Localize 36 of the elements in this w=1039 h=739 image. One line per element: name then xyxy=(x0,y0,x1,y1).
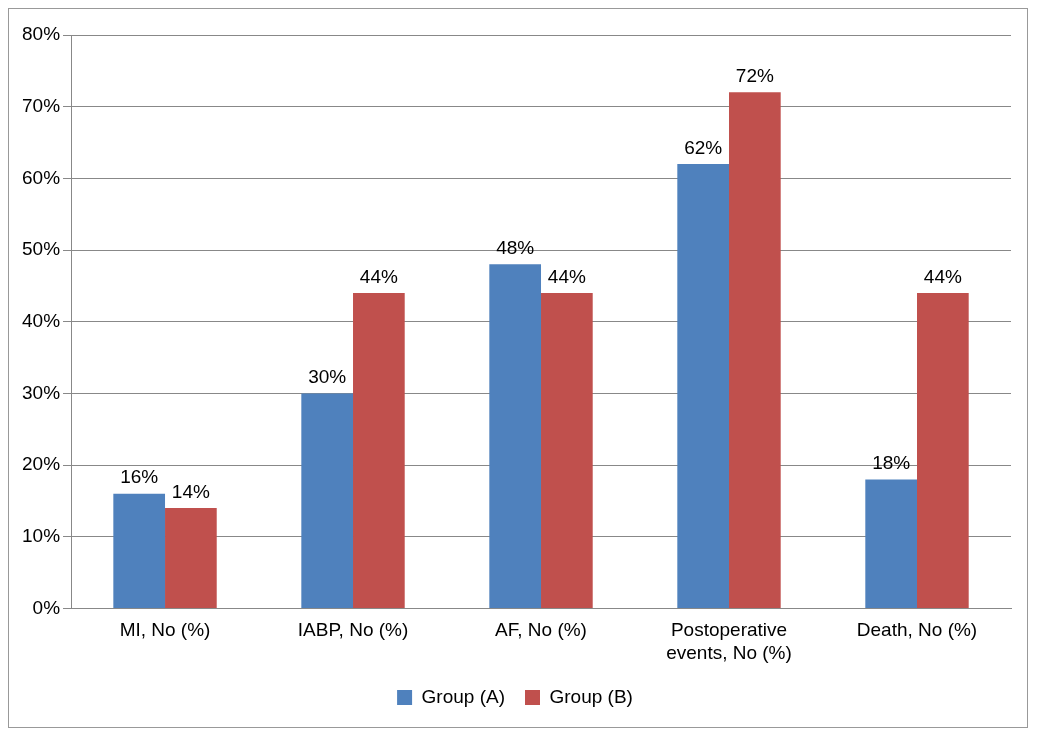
x-tick-label: Death, No (%) xyxy=(856,619,978,641)
x-tick-label: AF, No (%) xyxy=(495,619,587,641)
data-label: 30% xyxy=(308,366,347,388)
x-tick-label: IABP, No (%) xyxy=(297,619,409,641)
bar xyxy=(353,293,405,608)
data-label: 72% xyxy=(735,65,774,87)
data-label: 62% xyxy=(684,136,723,158)
y-tick-label: 40% xyxy=(22,309,61,331)
bar xyxy=(165,508,217,608)
x-tick-label: Postoperative events, No (%) xyxy=(666,619,792,663)
bar xyxy=(541,293,593,608)
bar xyxy=(729,92,781,608)
data-label: 44% xyxy=(923,265,962,287)
y-tick-label: 70% xyxy=(22,94,61,116)
y-tick-label: 20% xyxy=(22,453,61,475)
data-label: 16% xyxy=(120,466,159,488)
bar xyxy=(489,264,542,608)
data-label: 44% xyxy=(547,265,586,287)
y-tick-label: 80% xyxy=(22,23,61,45)
y-tick-label: 10% xyxy=(22,524,61,546)
y-tick-label: 50% xyxy=(22,238,61,260)
bar xyxy=(865,479,917,608)
data-label: 14% xyxy=(171,480,210,502)
data-label: 44% xyxy=(359,265,398,287)
y-tick-label: 0% xyxy=(32,596,61,618)
legend-label: Group (B) xyxy=(549,685,633,707)
bar xyxy=(113,493,166,608)
data-label: 48% xyxy=(496,237,535,259)
bar xyxy=(677,164,730,608)
y-tick-label: 30% xyxy=(22,381,61,403)
legend-label: Group (A) xyxy=(421,685,506,707)
bar xyxy=(301,393,354,608)
bar xyxy=(917,293,969,608)
x-tick-label: MI, No (%) xyxy=(119,619,211,641)
data-label: 18% xyxy=(872,452,911,474)
y-tick-label: 60% xyxy=(22,166,61,188)
